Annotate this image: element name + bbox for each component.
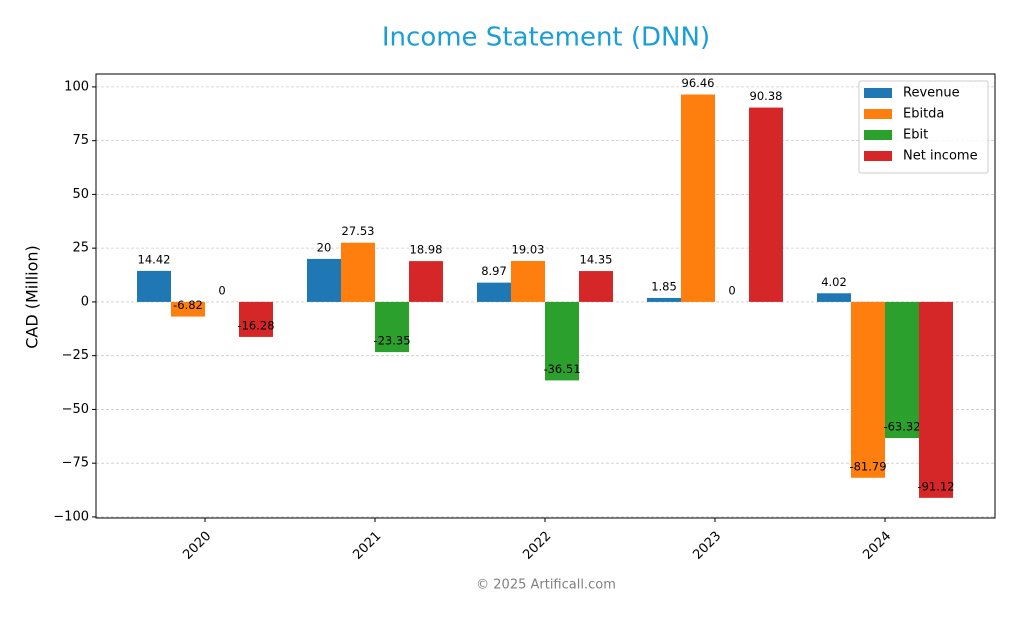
value-label: 18.98 bbox=[410, 243, 443, 257]
x-tick-label: 2022 bbox=[520, 529, 554, 563]
legend-swatch bbox=[864, 88, 892, 98]
x-tick-label: 2020 bbox=[180, 529, 214, 563]
bar bbox=[545, 301, 579, 381]
value-label: 27.53 bbox=[342, 224, 375, 238]
y-tick-label: −50 bbox=[62, 402, 89, 417]
value-label: -63.32 bbox=[883, 420, 920, 434]
bar bbox=[477, 282, 511, 302]
value-label: -36.51 bbox=[543, 362, 580, 376]
legend-label: Ebitda bbox=[903, 107, 944, 122]
legend-swatch bbox=[864, 130, 892, 140]
y-axis-label: CAD (Million) bbox=[23, 245, 42, 349]
bar bbox=[749, 107, 783, 302]
legend-label: Net income bbox=[903, 149, 978, 164]
legend-label: Revenue bbox=[903, 86, 960, 101]
bar bbox=[681, 94, 715, 302]
value-label: -16.28 bbox=[237, 318, 274, 332]
value-label: -6.82 bbox=[173, 298, 203, 312]
value-label: 8.97 bbox=[481, 264, 507, 278]
bar bbox=[137, 270, 171, 302]
bar bbox=[307, 258, 341, 302]
bar bbox=[341, 242, 375, 302]
legend: Revenue Ebitda Ebit Net income bbox=[858, 80, 989, 174]
bar bbox=[817, 293, 851, 302]
y-tick-label: −25 bbox=[62, 348, 89, 363]
value-label: 14.42 bbox=[138, 252, 171, 266]
plot-frame bbox=[95, 73, 996, 519]
value-label: 19.03 bbox=[512, 242, 545, 256]
legend-swatch bbox=[864, 109, 892, 119]
value-label: 1.85 bbox=[651, 279, 677, 293]
y-tick-label: 100 bbox=[64, 79, 89, 94]
bar bbox=[885, 301, 919, 439]
bar bbox=[375, 301, 409, 353]
bar bbox=[919, 301, 953, 498]
bar bbox=[239, 301, 273, 337]
y-tick-label: −75 bbox=[62, 456, 89, 471]
bar bbox=[579, 271, 613, 302]
y-tick-label: 0 bbox=[81, 294, 89, 309]
value-label: 0 bbox=[218, 283, 225, 297]
legend-label: Ebit bbox=[903, 128, 928, 143]
bar bbox=[511, 260, 545, 302]
value-label: 4.02 bbox=[821, 275, 847, 289]
bar bbox=[851, 301, 885, 478]
value-label: 20 bbox=[317, 240, 332, 254]
value-label: 96.46 bbox=[682, 76, 715, 90]
legend-swatch bbox=[864, 151, 892, 161]
x-tick-label: 2021 bbox=[350, 529, 384, 563]
y-tick-label: 75 bbox=[72, 133, 89, 148]
y-tick-label: −100 bbox=[53, 509, 89, 524]
value-label: -81.79 bbox=[849, 459, 886, 473]
value-label: -91.12 bbox=[917, 479, 954, 493]
legend-box bbox=[858, 80, 989, 174]
x-tick-label: 2024 bbox=[860, 529, 894, 563]
value-label: 90.38 bbox=[750, 89, 783, 103]
footer: © 2025 Artificall.com bbox=[476, 578, 616, 593]
value-label: 14.35 bbox=[580, 253, 613, 267]
y-tick-label: 50 bbox=[72, 187, 89, 202]
y-tick-label: 25 bbox=[72, 241, 89, 256]
x-tick-label: 2023 bbox=[690, 529, 724, 563]
value-label: 0 bbox=[728, 283, 735, 297]
bar bbox=[409, 261, 443, 302]
bar bbox=[647, 297, 681, 302]
bar bbox=[171, 301, 205, 317]
value-label: -23.35 bbox=[373, 334, 410, 348]
chart-title: Income Statement (DNN) bbox=[382, 23, 710, 53]
